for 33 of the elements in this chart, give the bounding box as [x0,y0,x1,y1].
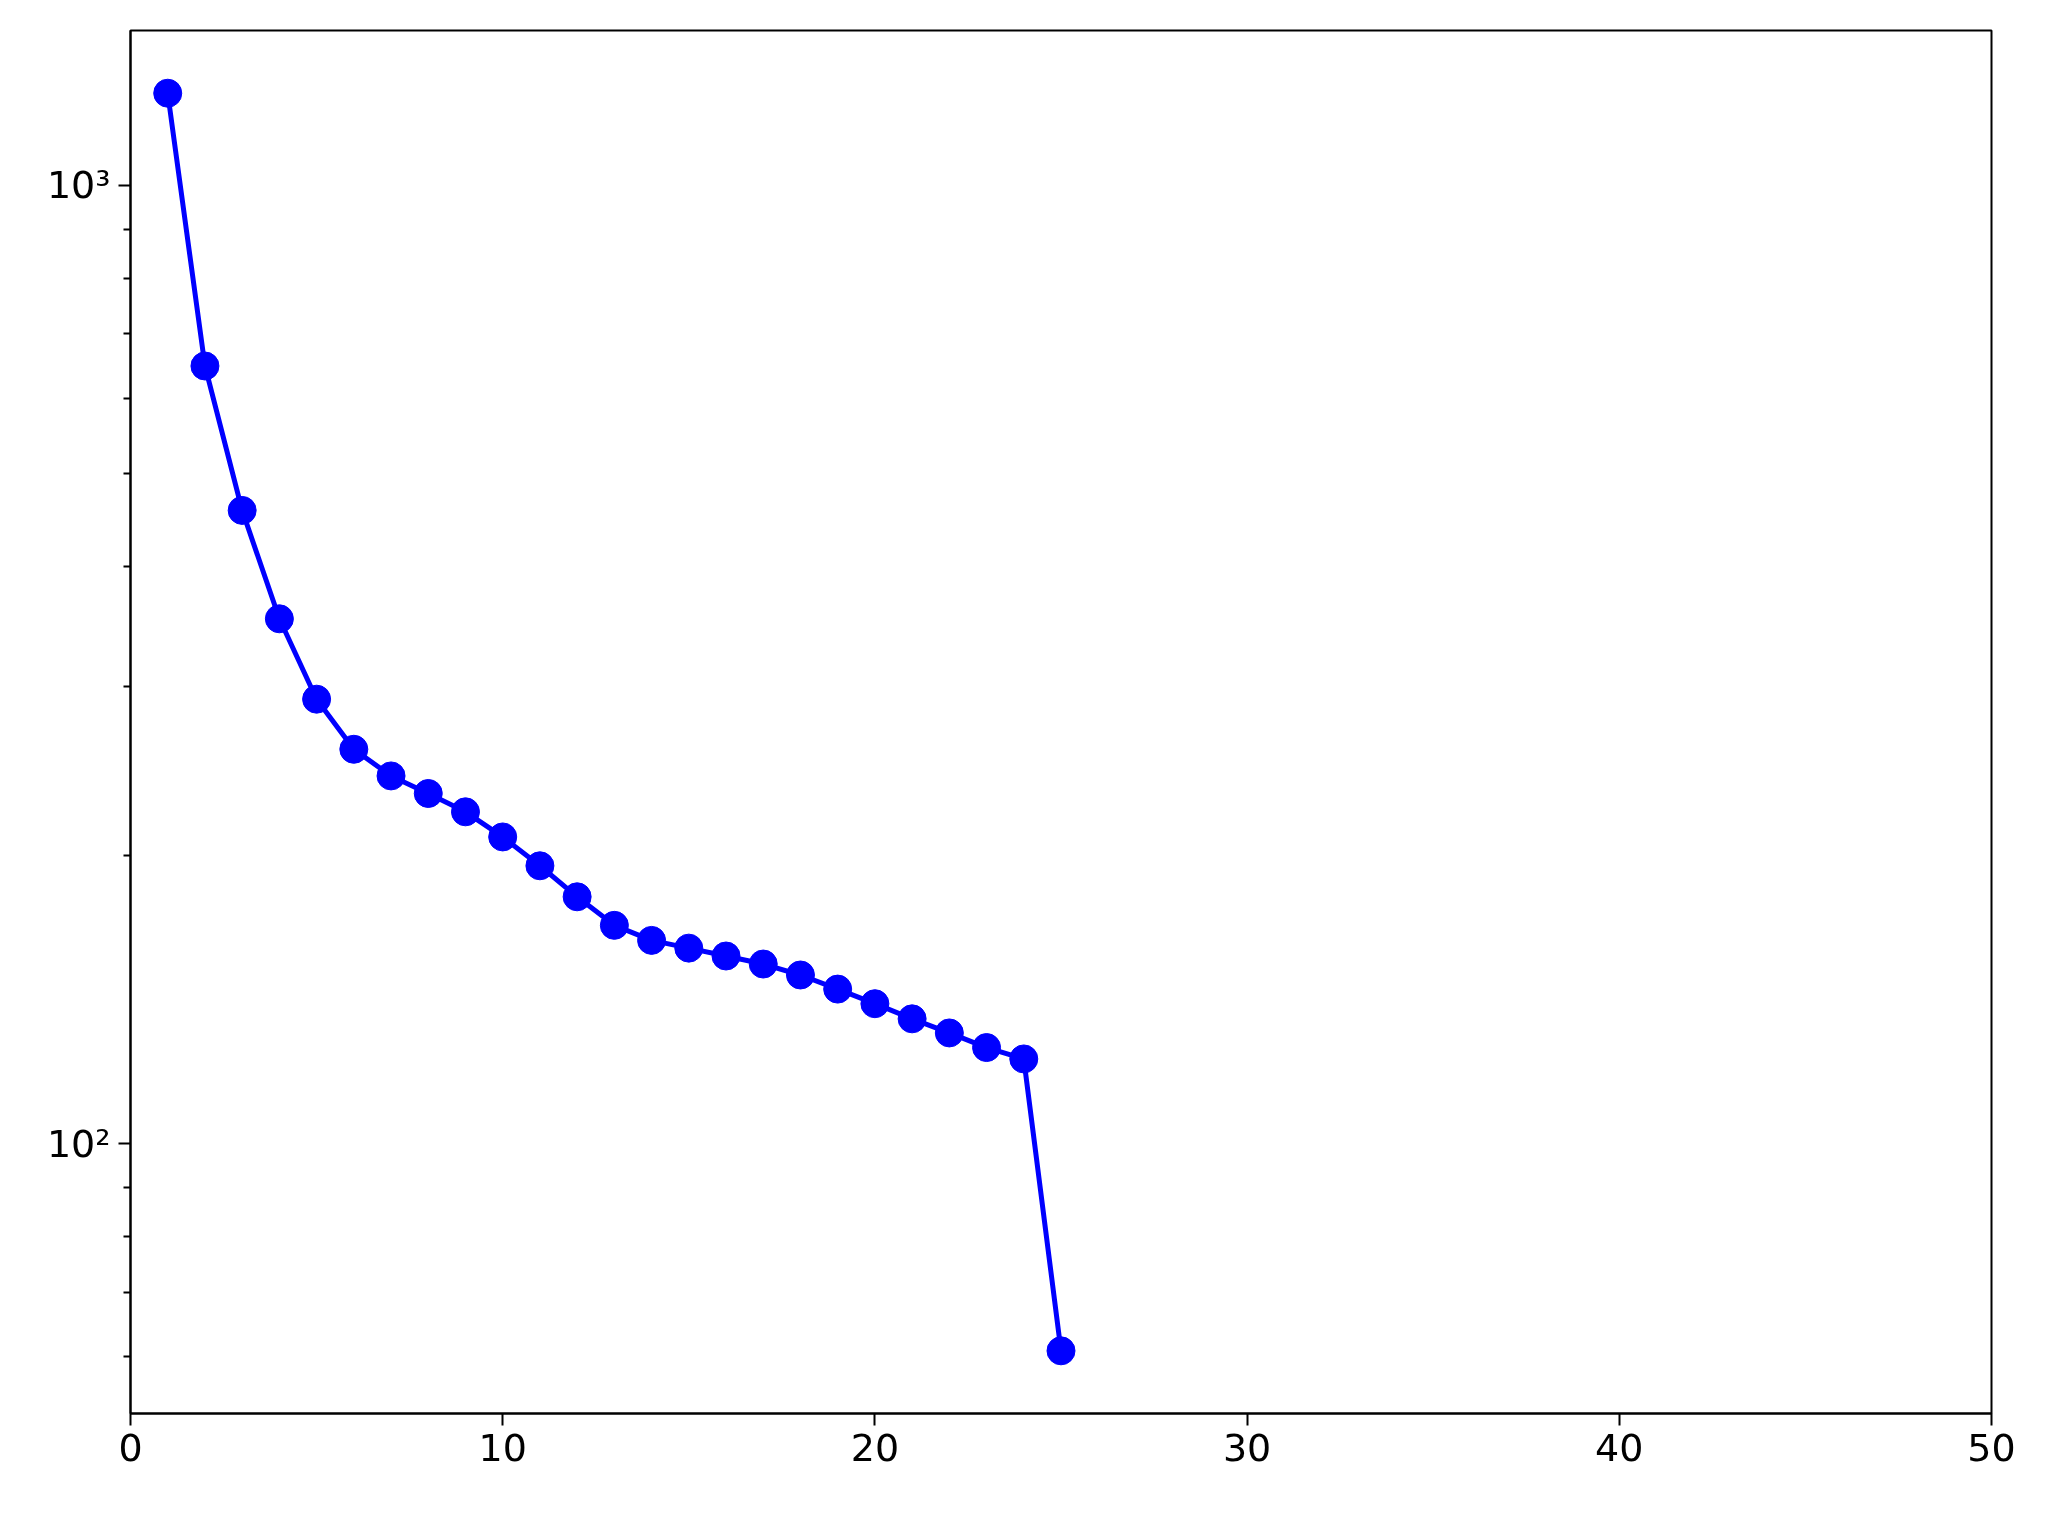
point [488,822,518,852]
point [153,78,183,108]
x-tick-label: 50 [1967,1425,2016,1470]
point [637,925,667,955]
point [413,779,443,808]
point [339,734,369,764]
point [711,941,741,971]
point [785,960,815,990]
point [860,989,890,1019]
point [525,851,555,881]
point [376,761,406,791]
point [302,684,332,714]
point [450,797,480,827]
point [599,910,629,940]
point [264,604,294,634]
point [190,351,220,381]
point [972,1033,1002,1063]
point [934,1018,964,1048]
x-tick-label: 30 [1222,1425,1272,1470]
point [748,949,778,979]
x-tick-label: 10 [478,1425,527,1470]
x-tick-label: 0 [118,1425,143,1470]
x-tick-label: 40 [1595,1425,1644,1470]
point [897,1004,927,1034]
point [1046,1336,1076,1366]
point [562,882,592,912]
point [1009,1044,1039,1074]
point [674,933,704,963]
y-tick-label: 10³ [46,163,111,208]
point [823,974,853,1004]
y-tick-label: 10² [46,1121,111,1166]
point [227,495,257,525]
x-tick-label: 20 [850,1425,900,1470]
